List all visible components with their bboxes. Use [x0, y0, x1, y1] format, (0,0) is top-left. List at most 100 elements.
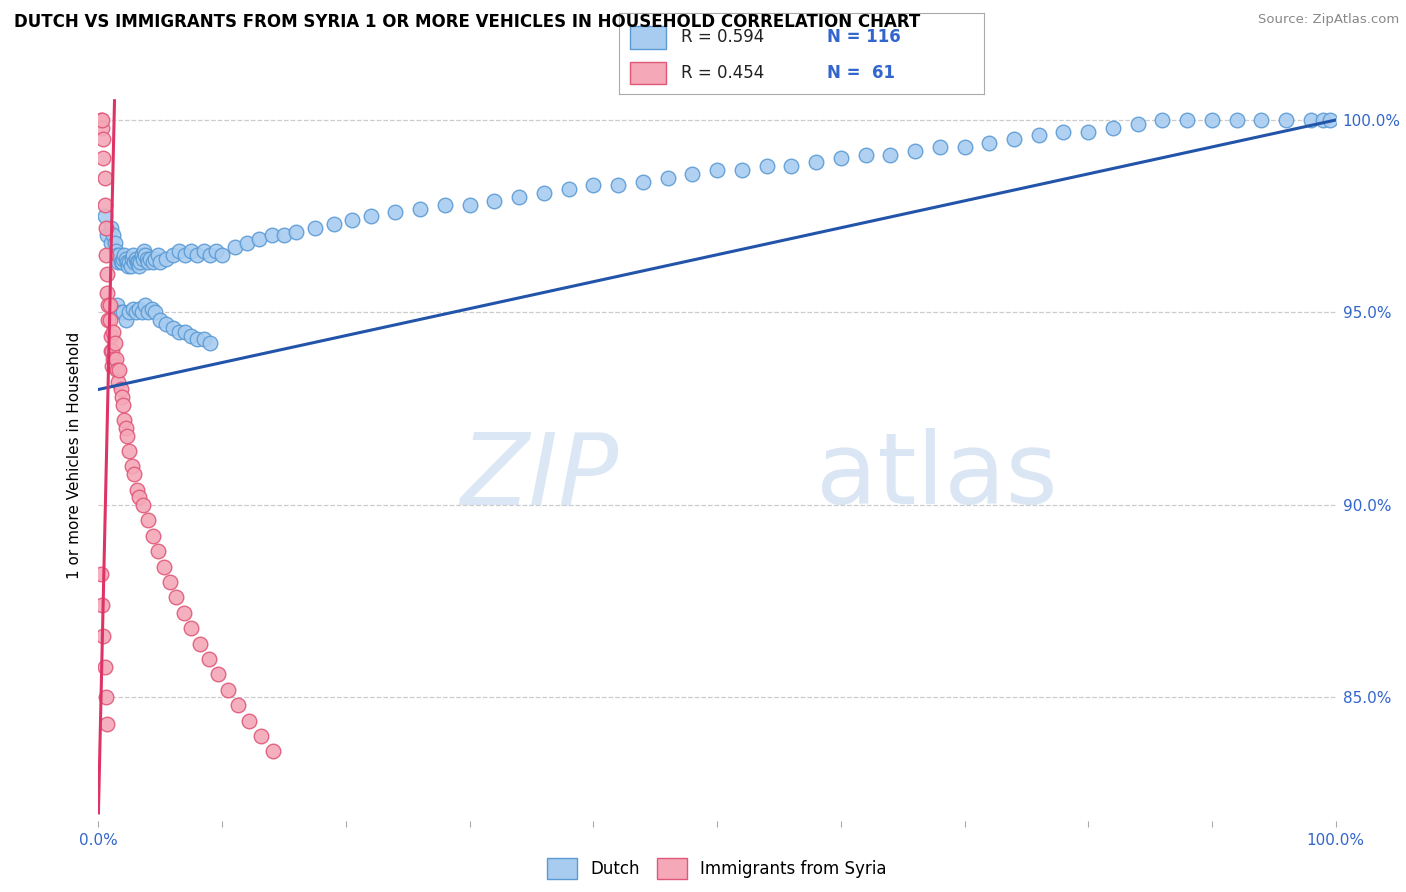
Text: N =  61: N = 61 [827, 64, 896, 82]
Legend: Dutch, Immigrants from Syria: Dutch, Immigrants from Syria [541, 852, 893, 886]
Point [134, 248, 156, 262]
Point [657, 170, 679, 185]
Point [142, 255, 165, 269]
Point [131, 305, 153, 319]
Point [100, 328, 122, 343]
Point [557, 182, 579, 196]
Point [484, 194, 506, 208]
Point [141, 301, 163, 316]
Point [186, 248, 208, 262]
Point [112, 398, 135, 412]
Point [260, 228, 283, 243]
Point [149, 255, 172, 269]
Point [1175, 113, 1198, 128]
Point [631, 175, 654, 189]
Point [162, 248, 184, 262]
Point [1312, 113, 1334, 128]
Point [205, 244, 228, 258]
Point [217, 682, 239, 697]
Point [136, 255, 159, 269]
Point [360, 209, 382, 223]
Text: R = 0.594: R = 0.594 [681, 29, 763, 46]
Point [97, 313, 120, 327]
Point [1028, 128, 1050, 143]
Point [134, 298, 156, 312]
Point [193, 244, 215, 258]
Point [197, 652, 219, 666]
Point [180, 328, 202, 343]
Point [186, 333, 208, 347]
Point [1226, 113, 1249, 128]
Point [236, 236, 259, 251]
Point [121, 459, 143, 474]
Point [224, 240, 246, 254]
Point [143, 252, 166, 266]
Point [118, 305, 141, 319]
Point [127, 255, 149, 269]
Point [146, 248, 169, 262]
Point [122, 301, 145, 316]
Y-axis label: 1 or more Vehicles in Household: 1 or more Vehicles in Household [67, 331, 83, 579]
Point [409, 202, 432, 216]
Point [155, 252, 177, 266]
Point [180, 621, 202, 635]
Point [100, 343, 122, 358]
Point [100, 220, 122, 235]
Point [582, 178, 605, 193]
Point [118, 444, 141, 458]
Point [128, 490, 150, 504]
Point [90, 113, 112, 128]
Point [706, 163, 728, 178]
Point [125, 483, 148, 497]
Point [98, 313, 121, 327]
Point [124, 467, 146, 482]
Point [104, 351, 127, 366]
Point [193, 333, 215, 347]
Point [458, 197, 481, 211]
Point [855, 147, 877, 161]
Point [508, 190, 530, 204]
Point [93, 197, 115, 211]
Point [128, 301, 150, 316]
Point [1077, 124, 1099, 138]
Point [103, 236, 125, 251]
Point [607, 178, 630, 193]
Point [155, 317, 177, 331]
Point [103, 228, 125, 243]
Point [153, 559, 176, 574]
Point [149, 313, 172, 327]
Point [211, 248, 233, 262]
FancyBboxPatch shape [630, 62, 666, 84]
Point [1250, 113, 1272, 128]
Text: DUTCH VS IMMIGRANTS FROM SYRIA 1 OR MORE VEHICLES IN HOUSEHOLD CORRELATION CHART: DUTCH VS IMMIGRANTS FROM SYRIA 1 OR MORE… [14, 13, 921, 31]
Point [103, 359, 125, 374]
Point [132, 498, 155, 512]
Point [93, 659, 115, 673]
Text: atlas: atlas [815, 428, 1057, 525]
Point [91, 113, 114, 128]
Point [101, 343, 124, 358]
Point [780, 159, 803, 173]
Point [143, 305, 166, 319]
Point [111, 390, 134, 404]
Point [173, 606, 195, 620]
Point [101, 359, 124, 374]
Point [1319, 113, 1341, 128]
Point [91, 598, 114, 612]
Point [165, 591, 187, 605]
Point [94, 690, 117, 705]
Point [124, 255, 146, 269]
Point [731, 163, 754, 178]
Point [226, 698, 249, 713]
Point [93, 132, 115, 146]
Point [1201, 113, 1223, 128]
Point [1002, 132, 1025, 146]
Point [91, 120, 114, 135]
Point [105, 298, 128, 312]
Point [146, 544, 169, 558]
Point [96, 267, 118, 281]
Point [433, 197, 456, 211]
Point [115, 255, 138, 269]
Point [249, 729, 271, 743]
Point [94, 220, 117, 235]
